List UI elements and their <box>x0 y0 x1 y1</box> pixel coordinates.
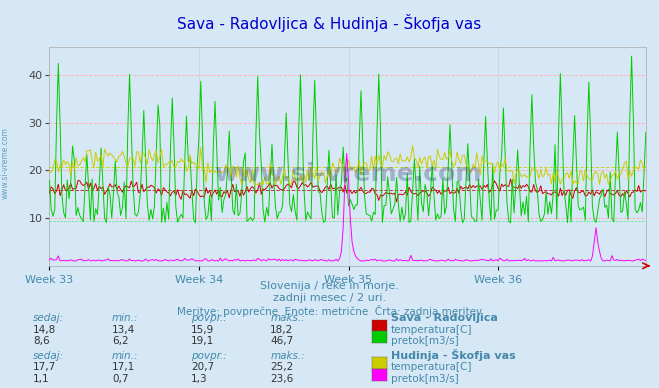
Text: 6,2: 6,2 <box>112 336 129 346</box>
Text: Slovenija / reke in morje.: Slovenija / reke in morje. <box>260 281 399 291</box>
Text: Sava - Radovljica & Hudinja - Škofja vas: Sava - Radovljica & Hudinja - Škofja vas <box>177 14 482 31</box>
Text: www.si-vreme.com: www.si-vreme.com <box>1 127 10 199</box>
Text: 20,7: 20,7 <box>191 362 214 372</box>
Text: 17,1: 17,1 <box>112 362 135 372</box>
Text: 13,4: 13,4 <box>112 324 135 334</box>
Text: 1,1: 1,1 <box>33 374 49 384</box>
Text: www.si-vreme.com: www.si-vreme.com <box>214 162 481 186</box>
Text: min.:: min.: <box>112 313 138 323</box>
Text: pretok[m3/s]: pretok[m3/s] <box>391 336 459 346</box>
Text: 19,1: 19,1 <box>191 336 214 346</box>
Text: povpr.:: povpr.: <box>191 351 227 361</box>
Text: sedaj:: sedaj: <box>33 351 64 361</box>
Text: temperatura[C]: temperatura[C] <box>391 362 473 372</box>
Text: 15,9: 15,9 <box>191 324 214 334</box>
Text: sedaj:: sedaj: <box>33 313 64 323</box>
Text: povpr.:: povpr.: <box>191 313 227 323</box>
Text: pretok[m3/s]: pretok[m3/s] <box>391 374 459 384</box>
Text: 25,2: 25,2 <box>270 362 293 372</box>
Text: temperatura[C]: temperatura[C] <box>391 324 473 334</box>
Text: maks.:: maks.: <box>270 313 305 323</box>
Text: 46,7: 46,7 <box>270 336 293 346</box>
Text: Meritve: povprečne  Enote: metrične  Črta: zadnja meritev: Meritve: povprečne Enote: metrične Črta:… <box>177 305 482 317</box>
Text: Hudinja - Škofja vas: Hudinja - Škofja vas <box>391 349 515 361</box>
Text: 8,6: 8,6 <box>33 336 49 346</box>
Text: min.:: min.: <box>112 351 138 361</box>
Text: 18,2: 18,2 <box>270 324 293 334</box>
Text: 0,7: 0,7 <box>112 374 129 384</box>
Text: Sava - Radovljica: Sava - Radovljica <box>391 313 498 323</box>
Text: 17,7: 17,7 <box>33 362 56 372</box>
Text: 23,6: 23,6 <box>270 374 293 384</box>
Text: 1,3: 1,3 <box>191 374 208 384</box>
Text: zadnji mesec / 2 uri.: zadnji mesec / 2 uri. <box>273 293 386 303</box>
Text: maks.:: maks.: <box>270 351 305 361</box>
Text: 14,8: 14,8 <box>33 324 56 334</box>
